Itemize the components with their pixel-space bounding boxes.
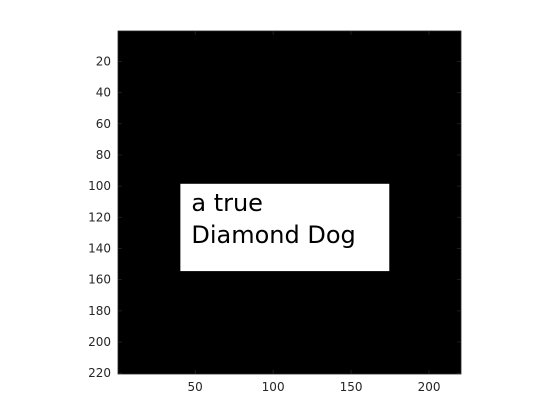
- image-text-line: a true: [191, 189, 263, 217]
- axes-frame: [117, 30, 462, 375]
- image-text-line: Diamond Dog: [191, 221, 355, 249]
- x-tick-label: 200: [418, 380, 441, 394]
- x-tick-label: 50: [188, 380, 203, 394]
- image-region-0: [180, 183, 390, 272]
- y-tick-label: 140: [88, 241, 111, 255]
- y-tick-label: 100: [88, 179, 111, 193]
- x-tick-label: 150: [340, 380, 363, 394]
- y-tick-label: 80: [96, 148, 111, 162]
- y-tick-label: 60: [96, 117, 111, 131]
- y-tick-label: 220: [88, 366, 111, 380]
- y-tick-label: 20: [96, 54, 111, 68]
- y-tick-label: 40: [96, 86, 111, 100]
- axes: a true Diamond Dog 50 100 150 200 20 40 60 80 100 1…: [88, 30, 462, 394]
- y-tick-label: 160: [88, 273, 111, 287]
- y-tick-label: 120: [88, 210, 111, 224]
- x-tick-label: 100: [262, 380, 285, 394]
- y-tick-label: 180: [88, 304, 111, 318]
- y-tick-label: 200: [88, 335, 111, 349]
